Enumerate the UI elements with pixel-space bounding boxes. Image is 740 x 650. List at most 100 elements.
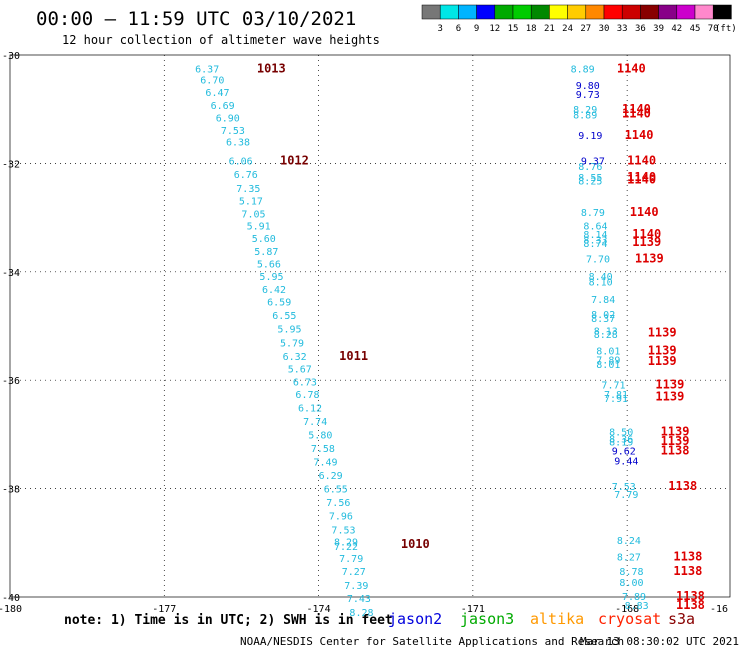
wave-height-label: 7.35	[236, 184, 260, 195]
colorbar-swatch	[676, 4, 696, 20]
wave-height-label: 8.83	[625, 601, 649, 612]
pass-label: 1012	[280, 154, 309, 168]
colorbar-swatch	[530, 4, 550, 20]
colorbar-level: 9	[474, 24, 479, 34]
wave-height-label: 7.91	[604, 394, 628, 405]
y-tick-label: -34	[2, 268, 20, 279]
wave-height-label: 8.64	[583, 222, 607, 233]
wave-height-label: 7.89	[622, 592, 646, 603]
wave-height-label: 5.80	[308, 430, 332, 441]
x-tick-label: -180	[0, 604, 22, 615]
wave-height-label: 6.76	[234, 170, 258, 181]
wave-height-label: 6.90	[216, 113, 240, 124]
colorbar: 3 6 9 12 15 18 21 24 27 30 33 36 39 42 45 70	[421, 4, 732, 34]
colorbar-swatch	[549, 4, 568, 20]
wave-height-label: 8.28	[594, 330, 618, 341]
wave-height-label: 6.69	[211, 101, 235, 112]
wave-height-label: 9.73	[576, 90, 600, 101]
colorbar-swatch	[640, 4, 659, 20]
colorbar-level: 15	[508, 24, 519, 34]
colorbar-level: 21	[544, 24, 555, 34]
wave-height-label: 6.12	[298, 403, 322, 414]
pass-label: 1139	[635, 251, 664, 265]
wave-height-label: 8.74	[583, 239, 607, 250]
wave-height-label: 8.78	[619, 567, 643, 578]
pass-label: 1138	[676, 598, 705, 612]
wave-height-label: 6.06	[229, 157, 253, 168]
colorbar-level: 42	[671, 24, 682, 34]
colorbar-level: 36	[635, 24, 646, 34]
wave-height-label: 5.95	[277, 325, 301, 336]
pass-label: 1140	[627, 173, 656, 187]
colorbar-level: 70	[708, 24, 719, 34]
chart-subtitle: 12 hour collection of altimeter wave hei…	[62, 33, 380, 47]
y-tick-label: -36	[2, 376, 20, 387]
footer-credit: NOAA/NESDIS Center for Satellite Applica…	[240, 635, 624, 648]
y-tick-label: -38	[2, 485, 20, 496]
wave-height-label: 7.96	[329, 512, 353, 523]
wave-height-label: 7.53	[331, 525, 355, 536]
wave-height-label: 6.37	[195, 65, 219, 76]
colorbar-swatch	[694, 4, 714, 20]
wave-height-label: 7.89	[596, 356, 620, 367]
y-tick-label: -32	[2, 159, 20, 170]
colorbar-level: 30	[599, 24, 610, 34]
wave-height-label: 7.27	[342, 567, 366, 578]
y-tick-label: -30	[2, 51, 20, 62]
wave-height-label: 6.47	[205, 88, 229, 99]
pass-label: 1010	[401, 537, 430, 551]
wave-height-label: 7.53	[221, 126, 245, 137]
colorbar-swatch	[421, 4, 441, 20]
colorbar-unit: (ft)	[715, 24, 737, 34]
plot-axes: -180 -177 -174 -171 -168 -16 -30 -32 -34 -36 -38 -4…	[0, 51, 731, 615]
colorbar-level: 39	[653, 24, 664, 34]
pass-label: 1138	[673, 564, 702, 578]
wave-height-label: 6.78	[295, 390, 319, 401]
colorbar-swatch	[658, 4, 678, 20]
legend-item: jason2	[388, 610, 442, 628]
pass-label: 1140	[625, 128, 654, 142]
colorbar-swatch	[567, 4, 587, 20]
colorbar-swatch	[439, 4, 459, 20]
colorbar-level: 33	[617, 24, 628, 34]
legend-item: cryosat	[598, 610, 661, 628]
wave-height-label: 8.89	[571, 65, 595, 76]
wave-height-label: 8.40	[589, 272, 613, 283]
colorbar-level: 3	[437, 24, 442, 34]
wave-height-label: 6.73	[293, 377, 317, 388]
pass-label: 1013	[257, 62, 286, 76]
wave-height-label: 5.67	[288, 364, 312, 375]
pass-label: 1139	[632, 235, 661, 249]
colorbar-level: 12	[489, 24, 500, 34]
colorbar-level: 24	[562, 24, 573, 34]
wave-height-label: 8.27	[617, 552, 641, 563]
wave-height-label: 8.29	[573, 105, 597, 116]
wave-height-label: 7.79	[339, 554, 363, 565]
colorbar-swatch	[621, 4, 641, 20]
pass-label: 1139	[661, 434, 690, 448]
pass-label: 1140	[617, 62, 646, 76]
wave-height-label: 8.19	[609, 437, 633, 448]
pass-label: 1138	[673, 549, 702, 563]
wave-height-label: 6.32	[283, 352, 307, 363]
colorbar-swatch	[458, 4, 477, 20]
wave-height-label: 9.37	[581, 157, 605, 168]
wave-height-label: 8.50	[609, 428, 633, 439]
pass-label: 1140	[632, 227, 661, 241]
wave-height-label: 7.05	[241, 209, 265, 220]
colorbar-swatch	[476, 4, 496, 20]
wave-height-label: 5.95	[259, 272, 283, 283]
wave-height-label: 8.25	[578, 177, 602, 188]
legend-item: s3a	[668, 610, 695, 628]
pass-label: 1140	[622, 107, 651, 121]
colorbar-level: 27	[580, 24, 591, 34]
wave-height-label: 8.37	[591, 314, 615, 325]
plot-frame	[9, 54, 731, 598]
colorbar-swatch	[585, 4, 605, 20]
wave-height-label: 5.87	[254, 247, 278, 258]
pass-label: 1140	[627, 154, 656, 168]
chart-title: 00:00 – 11:59 UTC 03/10/2021	[36, 8, 356, 30]
colorbar-level: 18	[526, 24, 537, 34]
